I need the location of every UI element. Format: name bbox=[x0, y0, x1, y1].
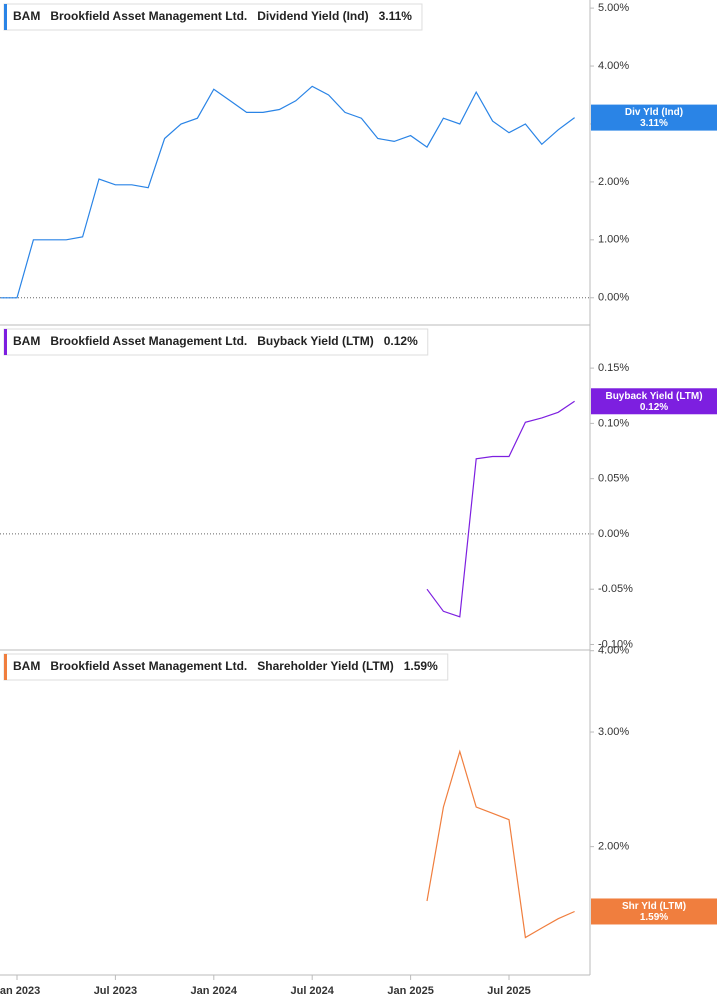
y-tick-label: 4.00% bbox=[598, 645, 629, 657]
legend-series: Buyback Yield (LTM) bbox=[257, 334, 373, 348]
legend-value: 0.12% bbox=[384, 334, 418, 348]
y-tick-label: 2.00% bbox=[598, 176, 629, 188]
value-badge bbox=[591, 104, 717, 131]
x-tick-label: Jan 2024 bbox=[191, 985, 238, 997]
y-tick-label: 0.00% bbox=[598, 528, 629, 540]
legend-swatch bbox=[4, 4, 7, 30]
series-line bbox=[426, 400, 575, 618]
legend-company: Brookfield Asset Management Ltd. bbox=[50, 334, 247, 348]
legend-swatch bbox=[4, 329, 7, 355]
badge-label: Buyback Yield (LTM) bbox=[605, 391, 702, 402]
badge-value: 0.12% bbox=[640, 402, 668, 413]
x-tick-label: Jul 2025 bbox=[487, 985, 530, 997]
value-badge bbox=[591, 898, 717, 925]
badge-value: 1.59% bbox=[640, 912, 668, 923]
x-tick-label: Jan 2025 bbox=[387, 985, 433, 997]
x-tick-label: Jul 2024 bbox=[290, 985, 334, 997]
legend-value: 1.59% bbox=[404, 659, 438, 673]
y-tick-label: 0.05% bbox=[598, 473, 629, 485]
legend-series: Shareholder Yield (LTM) bbox=[257, 659, 393, 673]
legend-ticker: BAM bbox=[13, 9, 40, 23]
legend-ticker: BAM bbox=[13, 334, 40, 348]
legend-company: Brookfield Asset Management Ltd. bbox=[50, 9, 247, 23]
legend-series: Dividend Yield (Ind) bbox=[257, 9, 368, 23]
y-tick-label: 2.00% bbox=[598, 841, 629, 853]
badge-label: Shr Yld (LTM) bbox=[622, 901, 686, 912]
y-tick-label: 0.10% bbox=[598, 417, 629, 429]
y-tick-label: 4.00% bbox=[598, 60, 629, 72]
legend-ticker: BAM bbox=[13, 659, 40, 673]
legend-value: 3.11% bbox=[379, 9, 413, 23]
legend-swatch bbox=[4, 654, 7, 680]
value-badge bbox=[591, 388, 717, 415]
y-tick-label: 0.15% bbox=[598, 362, 629, 374]
badge-value: 3.11% bbox=[640, 118, 668, 129]
series-line bbox=[0, 85, 575, 299]
y-tick-label: -0.10% bbox=[598, 638, 633, 650]
y-tick-label: 5.00% bbox=[598, 2, 629, 14]
x-tick-label: Jan 2023 bbox=[0, 985, 40, 997]
y-tick-label: 1.00% bbox=[598, 234, 629, 246]
series-line bbox=[426, 749, 575, 939]
y-tick-label: 0.00% bbox=[598, 292, 629, 304]
x-tick-label: Jul 2023 bbox=[94, 985, 137, 997]
legend-box bbox=[3, 653, 449, 681]
badge-label: Div Yld (Ind) bbox=[625, 107, 683, 118]
y-tick-label: -0.05% bbox=[598, 583, 633, 595]
legend-company: Brookfield Asset Management Ltd. bbox=[50, 659, 247, 673]
y-tick-label: 3.00% bbox=[598, 726, 629, 738]
